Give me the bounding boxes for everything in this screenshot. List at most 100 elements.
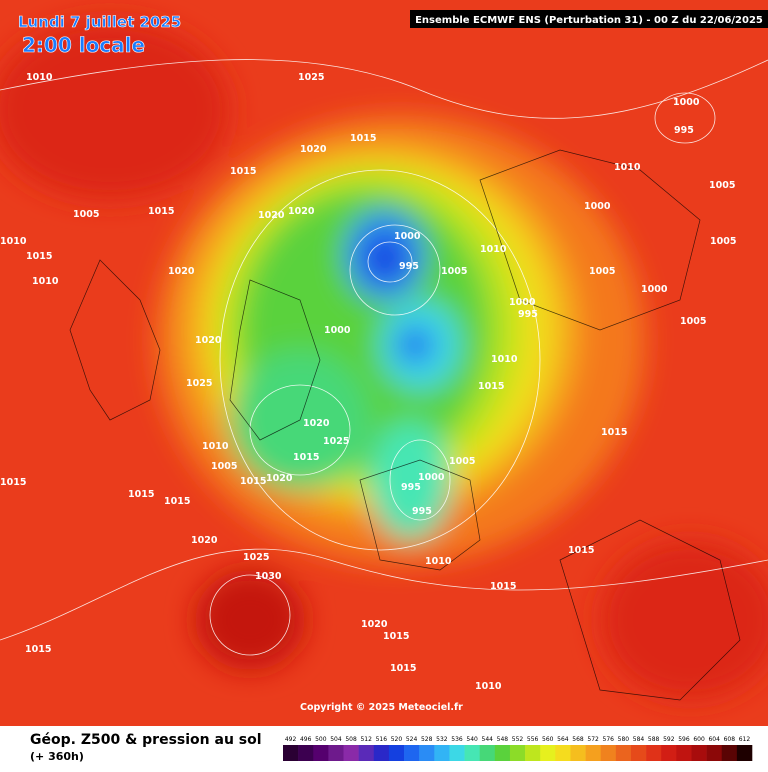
- isobar-label: 995: [412, 506, 432, 517]
- isobar-label: 1005: [589, 266, 615, 277]
- isobar-label: 1005: [449, 456, 475, 467]
- colorbar-label: 592: [663, 736, 675, 743]
- isobar-label: 1020: [168, 266, 195, 277]
- isobar-label: 1025: [243, 552, 269, 563]
- isobar-label: 1015: [293, 452, 319, 463]
- colorbar-swatch: [373, 745, 390, 761]
- colorbar-swatch: [328, 745, 344, 761]
- isobar-label: 1015: [568, 545, 594, 556]
- isobar-label: 1020: [195, 335, 222, 346]
- colorbar-swatch: [434, 745, 450, 761]
- colorbar-label: 544: [482, 736, 494, 743]
- isobar-label: 1000: [584, 201, 611, 212]
- legend-subtitle: (+ 360h): [30, 750, 84, 763]
- legend-title: Géop. Z500 & pression au sol: [30, 732, 262, 748]
- isobar-label: 1015: [240, 476, 266, 487]
- isobar-label: 1015: [230, 166, 256, 177]
- isobar-label: 1015: [350, 133, 376, 144]
- isobar-label: 1015: [128, 489, 154, 500]
- colorbar-label: 600: [693, 736, 705, 743]
- isobar-label: 1010: [0, 236, 27, 247]
- colorbar-swatch: [585, 745, 602, 761]
- colorbar-label: 500: [315, 736, 327, 743]
- isobar-label: 1010: [491, 354, 518, 365]
- colorbar-label: 496: [300, 736, 312, 743]
- colorbar-label: 604: [708, 736, 720, 743]
- isobar-label: 1010: [475, 681, 502, 692]
- isobar-label: 1010: [425, 556, 452, 567]
- colorbar-swatch: [283, 745, 299, 761]
- colorbar-swatch: [555, 745, 571, 761]
- isobar-label: 1000: [394, 231, 421, 242]
- isobar-label: 1010: [480, 244, 507, 255]
- colorbar-label: 584: [633, 736, 645, 743]
- isobar-label: 1015: [478, 381, 504, 392]
- colorbar-swatch: [388, 745, 405, 761]
- isobar-label: 1020: [266, 473, 293, 484]
- isobar-label: 1015: [383, 631, 409, 642]
- colorbar-swatch: [404, 745, 420, 761]
- isobar-label: 1005: [680, 316, 706, 327]
- isobar-label: 1005: [710, 236, 736, 247]
- colorbar-label: 512: [360, 736, 372, 743]
- colorbar-swatch: [343, 745, 359, 761]
- isobar-label: 995: [399, 261, 419, 272]
- isobar-label: 1005: [211, 461, 237, 472]
- isobar-label: 1030: [255, 571, 282, 582]
- colorbar-label: 552: [512, 736, 524, 743]
- colorbar-label: 528: [421, 736, 433, 743]
- colorbar-swatch: [464, 745, 480, 761]
- isobar-label: 1015: [25, 644, 51, 655]
- isobar-label: 1015: [390, 663, 416, 674]
- isobar-label: 995: [401, 482, 421, 493]
- isobar-label: 1020: [191, 535, 218, 546]
- colorbar-swatch: [525, 745, 541, 761]
- coastlines: [69, 149, 741, 701]
- colorbar-swatch: [449, 745, 465, 761]
- model-box: [410, 10, 768, 28]
- colorbar-label: 532: [436, 736, 448, 743]
- colorbar-label: 608: [724, 736, 736, 743]
- copyright: Copyright © 2025 Meteociel.fr: [300, 702, 463, 713]
- isobar-label: 1000: [673, 97, 700, 108]
- isobar-label: 1015: [164, 496, 190, 507]
- colorbar-label: 540: [466, 736, 478, 743]
- isobar-label: 1015: [490, 581, 516, 592]
- colorbar-swatch: [419, 745, 435, 761]
- colorbar-swatch: [509, 745, 526, 761]
- colorbar-swatch: [494, 745, 511, 761]
- isobar-label: 1010: [202, 441, 229, 452]
- colorbar-swatch: [313, 745, 329, 761]
- colorbar-swatch: [706, 745, 723, 761]
- colorbar-label: 588: [648, 736, 660, 743]
- colorbar-swatch: [630, 745, 647, 761]
- isobar-label: 1025: [186, 378, 212, 389]
- colorbar-label: 524: [406, 736, 418, 743]
- isobar-label: 1025: [298, 72, 324, 83]
- colorbar-swatch: [540, 745, 556, 761]
- colorbar-swatch: [646, 745, 662, 761]
- colorbar-label: 568: [572, 736, 584, 743]
- model-label: Ensemble ECMWF ENS (Perturbation 31) - 0…: [415, 15, 763, 26]
- colorbar-label: 492: [285, 736, 297, 743]
- colorbar-swatch: [358, 745, 375, 761]
- isobar-label: 995: [518, 309, 538, 320]
- colorbar-swatch: [615, 745, 632, 761]
- colorbar-label: 516: [376, 736, 388, 743]
- isobar-label: 1010: [32, 276, 59, 287]
- isobars: [0, 59, 768, 656]
- colorbar-swatch: [661, 745, 677, 761]
- isobar-label: 1015: [148, 206, 174, 217]
- isobar-label: 1000: [418, 472, 445, 483]
- colorbar-swatch: [298, 745, 314, 761]
- isobar-label: 1015: [26, 251, 52, 262]
- isobar-label: 995: [674, 125, 694, 136]
- colorbar-label: 596: [678, 736, 690, 743]
- isobar-label: 1005: [73, 209, 99, 220]
- colorbar-label: 580: [618, 736, 630, 743]
- colorbar-swatch: [570, 745, 586, 761]
